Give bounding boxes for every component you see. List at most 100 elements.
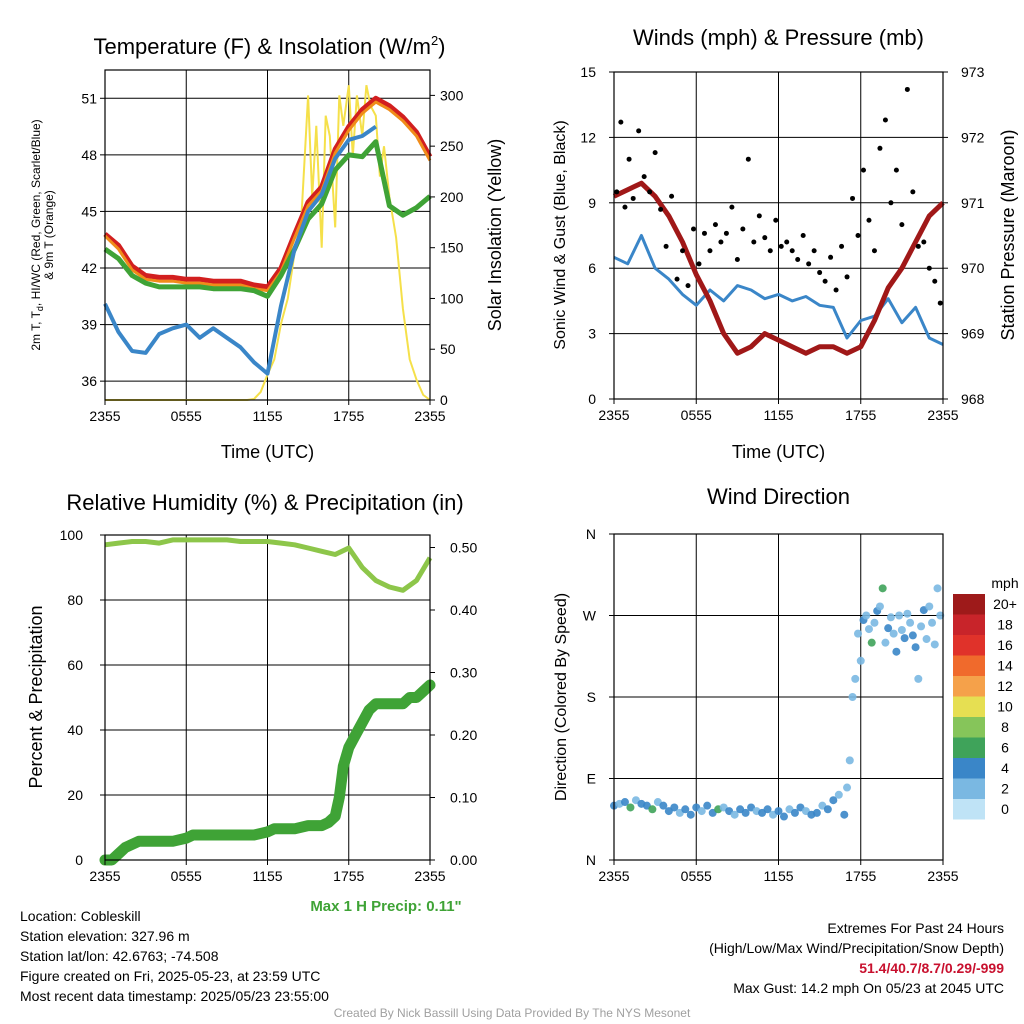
direction-point bbox=[681, 805, 690, 814]
direction-point bbox=[774, 807, 783, 816]
location-text: Location: Cobleskill bbox=[20, 908, 141, 924]
speed-legend-swatch bbox=[953, 614, 985, 635]
direction-point bbox=[741, 808, 750, 817]
direction-point bbox=[703, 801, 712, 810]
direction-point bbox=[851, 674, 860, 683]
gust-point bbox=[751, 239, 757, 245]
gust-point bbox=[614, 189, 620, 195]
temp-xtick-label: 1755 bbox=[333, 408, 364, 424]
direction-point bbox=[834, 790, 843, 799]
temperature-series-line bbox=[103, 100, 432, 293]
temp-ylabel-part: , HI/WC (Red, Green, Scarlet/Blue) bbox=[29, 119, 43, 306]
speed-legend-label: 6 bbox=[1001, 740, 1009, 756]
insolation-ytick-label: 50 bbox=[440, 341, 456, 357]
speed-legend-label: 16 bbox=[997, 637, 1013, 653]
gust-point bbox=[729, 204, 735, 210]
wind-ytick-label: 15 bbox=[580, 64, 596, 80]
temp-xtick-label: 2355 bbox=[89, 408, 120, 424]
gust-point bbox=[630, 195, 636, 201]
gust-point bbox=[622, 204, 628, 210]
max-precip-label: Max 1 H Precip: 0.11" bbox=[310, 898, 461, 915]
direction-point bbox=[862, 611, 871, 620]
precip-ytick-label: 0.00 bbox=[450, 852, 477, 868]
rh-line bbox=[104, 537, 433, 593]
direction-point bbox=[875, 602, 884, 611]
gust-point bbox=[800, 233, 806, 238]
speed-legend-swatch bbox=[953, 799, 985, 820]
temp-title: Temperature (F) & Insolation (W/m2) bbox=[94, 33, 446, 59]
direction-xtick-label: 1755 bbox=[845, 868, 876, 884]
speed-legend-label: 12 bbox=[997, 678, 1013, 694]
rh-xtick-label: 1155 bbox=[252, 868, 282, 884]
elevation-text: Station elevation: 327.96 m bbox=[20, 928, 190, 944]
gust-point bbox=[932, 278, 938, 284]
pressure-ytick-label: 969 bbox=[961, 326, 985, 342]
extremes-subtitle: (High/Low/Max Wind/Precipitation/Snow De… bbox=[709, 940, 1004, 956]
direction-point bbox=[922, 635, 931, 644]
gust-point bbox=[828, 254, 834, 260]
precip-line bbox=[99, 679, 436, 866]
direction-point bbox=[914, 674, 923, 683]
insolation-ytick-label: 250 bbox=[440, 138, 464, 154]
speed-legend-label: 20+ bbox=[993, 596, 1017, 612]
speed-legend-swatch bbox=[953, 737, 985, 758]
direction-point bbox=[730, 810, 739, 819]
direction-ytick-label: E bbox=[587, 771, 596, 787]
gust-point bbox=[811, 248, 817, 254]
gust-point bbox=[626, 156, 632, 162]
precip-ytick-label: 0.20 bbox=[450, 727, 477, 743]
direction-point bbox=[845, 756, 854, 765]
speed-legend-title: mph bbox=[991, 575, 1018, 591]
temp-ytick-label: 39 bbox=[81, 317, 97, 333]
gust-point bbox=[685, 283, 691, 289]
direction-ytick-label: N bbox=[586, 852, 596, 868]
gust-point bbox=[674, 276, 680, 282]
gust-point bbox=[618, 119, 624, 125]
temp-title-sup: 2 bbox=[431, 33, 438, 48]
wind-xtick-label: 2355 bbox=[598, 407, 629, 423]
gust-point bbox=[718, 239, 724, 245]
insolation-ytick-label: 200 bbox=[440, 189, 464, 205]
insolation-ylabel: Solar Insolation (Yellow) bbox=[485, 139, 505, 331]
wind-xlabel: Time (UTC) bbox=[732, 442, 825, 462]
direction-point bbox=[870, 618, 879, 627]
rh-xtick-label: 2355 bbox=[414, 868, 445, 884]
rh-xtick-label: 2355 bbox=[89, 868, 120, 884]
speed-legend-swatch bbox=[953, 655, 985, 676]
direction-ytick-label: W bbox=[583, 608, 597, 624]
temp-ytick-label: 36 bbox=[81, 373, 97, 389]
direction-ytick-label: S bbox=[587, 689, 596, 705]
insolation-ytick-label: 300 bbox=[440, 87, 464, 103]
speed-legend-swatch bbox=[953, 758, 985, 779]
temperature-series-line bbox=[103, 139, 432, 299]
precip-ytick-label: 0.10 bbox=[450, 790, 477, 806]
wind-ylabel: Sonic Wind & Gust (Blue, Black) bbox=[552, 120, 569, 349]
direction-xtick-label: 0555 bbox=[681, 868, 712, 884]
direction-point bbox=[670, 803, 679, 812]
max-gust-text: Max Gust: 14.2 mph On 05/23 at 2045 UTC bbox=[733, 980, 1004, 996]
direction-point bbox=[864, 625, 873, 634]
gust-point bbox=[712, 222, 718, 228]
gust-point bbox=[658, 206, 664, 212]
pressure-ytick-label: 973 bbox=[961, 64, 985, 80]
direction-point bbox=[895, 611, 904, 620]
temperature-series-line bbox=[103, 95, 433, 290]
pressure-ytick-label: 970 bbox=[961, 260, 985, 276]
direction-point bbox=[659, 801, 668, 810]
pressure-ylabel: Station Pressure (Maroon) bbox=[998, 129, 1018, 340]
extremes-title: Extremes For Past 24 Hours bbox=[827, 920, 1004, 936]
direction-point bbox=[897, 625, 906, 634]
speed-legend-label: 14 bbox=[997, 658, 1013, 674]
extremes-info: Extremes For Past 24 Hours (High/Low/Max… bbox=[544, 918, 1004, 998]
precip-ytick-label: 0.40 bbox=[450, 602, 477, 618]
pressure-ytick-label: 968 bbox=[961, 391, 985, 407]
gust-point bbox=[652, 150, 658, 156]
direction-point bbox=[892, 647, 901, 656]
station-info: Location: Cobleskill Station elevation: … bbox=[20, 906, 329, 1006]
speed-legend-swatch bbox=[953, 676, 985, 697]
gust-point bbox=[926, 265, 932, 271]
speed-legend-label: 10 bbox=[997, 699, 1013, 715]
direction-point bbox=[925, 602, 934, 611]
gust-point bbox=[636, 128, 642, 134]
